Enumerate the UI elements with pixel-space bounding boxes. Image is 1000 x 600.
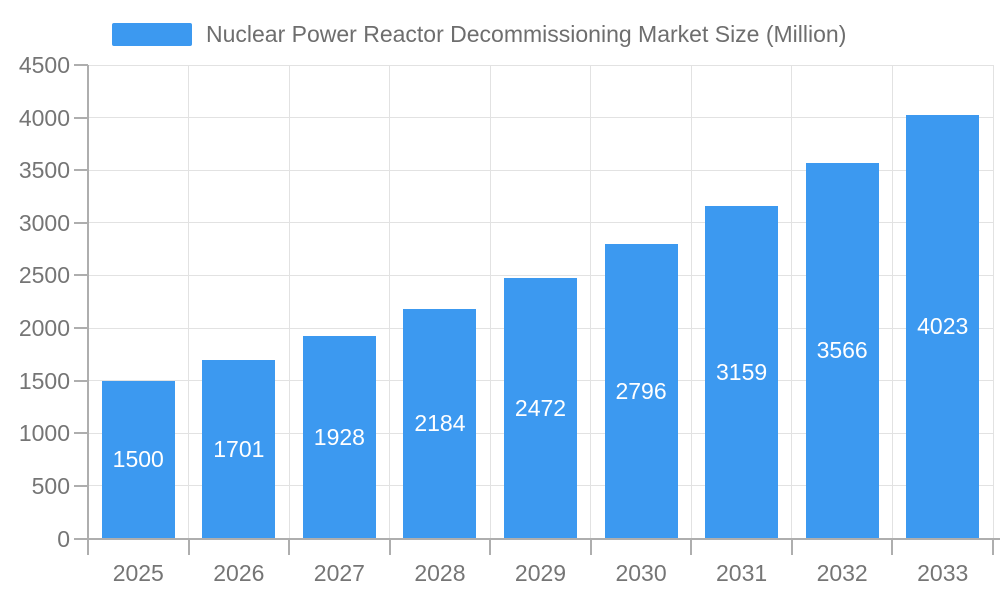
bar-value-label: 1701 bbox=[213, 435, 265, 462]
y-tick-label: 3000 bbox=[18, 209, 70, 236]
x-tick-mark bbox=[891, 538, 894, 555]
x-tick-label: 2026 bbox=[213, 560, 265, 586]
h-gridline bbox=[88, 169, 993, 171]
y-tick-label: 3500 bbox=[18, 157, 70, 184]
v-gridline bbox=[489, 65, 491, 539]
bar-value-label: 2796 bbox=[615, 377, 667, 404]
v-gridline bbox=[891, 65, 893, 539]
y-tick-mark bbox=[74, 379, 88, 382]
legend-swatch[interactable] bbox=[112, 23, 192, 46]
bar: 1928 bbox=[302, 335, 376, 539]
v-gridline bbox=[288, 65, 290, 539]
x-tick-label: 2028 bbox=[414, 560, 466, 586]
v-gridline bbox=[690, 65, 692, 539]
v-gridline bbox=[590, 65, 592, 539]
x-tick-label: 2025 bbox=[112, 560, 164, 586]
bar: 1701 bbox=[202, 359, 276, 539]
bar: 2184 bbox=[403, 308, 477, 539]
y-tick-label: 1000 bbox=[18, 420, 70, 447]
x-tick-label: 2031 bbox=[716, 560, 768, 586]
y-axis-line bbox=[87, 65, 89, 540]
bar: 2472 bbox=[504, 278, 577, 539]
x-tick-mark bbox=[690, 538, 693, 555]
h-gridline bbox=[88, 117, 993, 119]
x-tick-label: 2032 bbox=[816, 560, 868, 586]
bar-value-label: 2184 bbox=[414, 410, 466, 437]
y-tick-mark bbox=[74, 64, 88, 66]
legend[interactable]: Nuclear Power Reactor Decommissioning Ma… bbox=[112, 21, 846, 48]
h-gridline bbox=[88, 64, 993, 66]
bar-value-label: 4023 bbox=[917, 313, 969, 340]
y-tick-mark bbox=[74, 327, 88, 330]
y-tick-label: 4500 bbox=[18, 52, 70, 78]
x-tick-label: 2030 bbox=[615, 560, 667, 586]
legend-label[interactable]: Nuclear Power Reactor Decommissioning Ma… bbox=[206, 21, 847, 47]
bar: 3566 bbox=[805, 163, 879, 539]
y-tick-label: 2500 bbox=[18, 262, 70, 289]
bar: 3159 bbox=[705, 206, 779, 539]
y-tick-label: 0 bbox=[57, 525, 70, 552]
x-tick-mark bbox=[388, 538, 391, 555]
y-tick-mark bbox=[74, 221, 88, 224]
v-gridline bbox=[791, 65, 793, 539]
bar: 2796 bbox=[604, 244, 678, 539]
bar: 1500 bbox=[101, 380, 175, 539]
x-tick-mark bbox=[187, 538, 190, 555]
v-gridline bbox=[992, 65, 994, 539]
x-tick-mark bbox=[489, 538, 492, 555]
bar: 4023 bbox=[906, 115, 980, 539]
y-tick-mark bbox=[74, 537, 88, 540]
x-tick-mark bbox=[87, 538, 89, 555]
y-tick-label: 500 bbox=[31, 472, 70, 499]
y-tick-label: 4000 bbox=[18, 104, 70, 131]
y-tick-mark bbox=[74, 274, 88, 277]
bar-value-label: 1928 bbox=[313, 423, 365, 450]
h-gridline bbox=[88, 274, 993, 276]
bar-value-label: 3159 bbox=[716, 358, 768, 385]
x-tick-label: 2029 bbox=[514, 560, 567, 586]
y-tick-label: 1500 bbox=[18, 367, 70, 394]
v-gridline bbox=[188, 65, 190, 539]
x-tick-label: 2027 bbox=[313, 560, 365, 586]
x-tick-label: 2033 bbox=[917, 560, 969, 586]
bar-value-label: 2472 bbox=[514, 394, 567, 421]
x-tick-mark bbox=[288, 538, 291, 555]
bar-value-label: 1500 bbox=[112, 446, 164, 473]
v-gridline bbox=[389, 65, 391, 539]
h-gridline bbox=[88, 222, 993, 224]
bar-value-label: 3566 bbox=[816, 337, 868, 364]
y-tick-mark bbox=[74, 432, 88, 435]
x-tick-mark bbox=[589, 538, 592, 555]
x-axis-line bbox=[74, 537, 1000, 540]
x-tick-mark bbox=[992, 538, 994, 555]
y-tick-mark bbox=[74, 484, 88, 487]
y-tick-mark bbox=[74, 169, 88, 172]
y-tick-label: 2000 bbox=[18, 315, 70, 342]
y-tick-mark bbox=[74, 116, 88, 119]
x-tick-mark bbox=[790, 538, 793, 555]
